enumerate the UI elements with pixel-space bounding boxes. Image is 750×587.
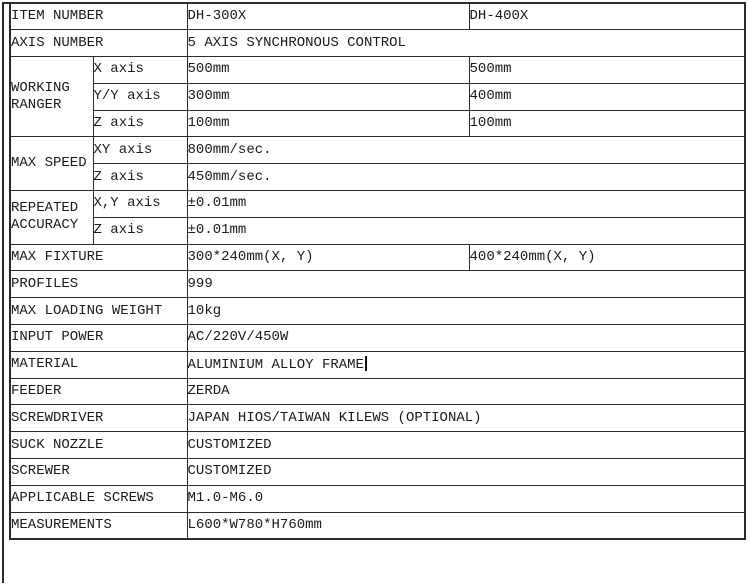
row-working-range-y: Y/Y axis 300mm 400mm (10, 82, 746, 111)
row-working-range-x: WORKING RANGER X axis 500mm 500mm (9, 56, 746, 138)
axis-number-value: 5 AXIS SYNCHRONOUS CONTROL (186, 29, 746, 58)
row-applicable-screws: APPLICABLE SCREWS M1.0-M6.0 (9, 484, 746, 513)
max-speed-xy-axis: XY axis (92, 136, 188, 165)
repeated-accuracy-z-axis: Z axis (92, 216, 188, 245)
profiles-label: PROFILES (9, 270, 188, 299)
row-screwer: SCREWER CUSTOMIZED (9, 458, 746, 486)
row-suck-nozzle: SUCK NOZZLE CUSTOMIZED (9, 431, 746, 460)
row-material: MATERIAL ALUMINIUM ALLOY FRAME (9, 350, 746, 379)
item-number-label: ITEM NUMBER (9, 2, 188, 31)
material-label: MATERIAL (9, 350, 188, 379)
applicable-screws-value: M1.0-M6.0 (186, 484, 746, 513)
item-number-model-b: DH-400X (468, 2, 746, 31)
max-speed-z-axis: Z axis (92, 163, 188, 192)
screwer-label: SCREWER (9, 458, 188, 486)
row-max-speed-xy: MAX SPEED XY axis 800mm/sec. (9, 136, 746, 192)
max-fixture-a: 300*240mm(X, Y) (186, 243, 470, 272)
measurements-value: L600*W780*H760mm (186, 511, 746, 540)
working-range-y-b: 400mm (468, 82, 746, 111)
working-range-x-axis: X axis (92, 56, 188, 84)
working-range-y-axis: Y/Y axis (92, 82, 188, 111)
working-range-z-b: 100mm (468, 109, 746, 138)
repeated-accuracy-label: REPEATED ACCURACY (9, 190, 94, 245)
working-range-label: WORKING RANGER (9, 56, 94, 138)
row-max-speed-z: Z axis 450mm/sec. (10, 163, 746, 192)
screwer-value: CUSTOMIZED (186, 458, 746, 486)
max-fixture-label: MAX FIXTURE (9, 243, 188, 272)
repeated-accuracy-xy-axis: X,Y axis (92, 190, 188, 218)
working-range-z-axis: Z axis (92, 109, 188, 138)
row-axis-number: AXIS NUMBER 5 AXIS SYNCHRONOUS CONTROL (9, 29, 746, 58)
max-fixture-b: 400*240mm(X, Y) (468, 243, 746, 272)
machine-spec-table: ITEM NUMBER DH-300X DH-400X AXIS NUMBER … (9, 2, 747, 540)
screwdriver-label: SCREWDRIVER (9, 404, 188, 433)
row-max-fixture: MAX FIXTURE 300*240mm(X, Y) 400*240mm(X,… (9, 243, 746, 272)
row-profiles: PROFILES 999 (9, 270, 746, 299)
max-loading-weight-value: 10kg (186, 297, 746, 326)
working-range-x-b: 500mm (468, 56, 746, 84)
max-speed-xy-value: 800mm/sec. (186, 136, 746, 165)
repeated-accuracy-z-value: ±0.01mm (186, 216, 746, 245)
text-cursor (364, 355, 367, 371)
working-range-y-a: 300mm (186, 82, 470, 111)
row-repeated-accuracy-xy: REPEATED ACCURACY X,Y axis ±0.01mm (9, 190, 746, 245)
repeated-accuracy-xy-value: ±0.01mm (186, 190, 746, 218)
row-measurements: MEASUREMENTS L600*W780*H760mm (9, 511, 746, 540)
row-repeated-accuracy-z: Z axis ±0.01mm (10, 216, 746, 245)
row-screwdriver: SCREWDRIVER JAPAN HIOS/TAIWAN KILEWS (OP… (9, 404, 746, 433)
applicable-screws-label: APPLICABLE SCREWS (9, 484, 188, 513)
material-value: ALUMINIUM ALLOY FRAME (187, 356, 364, 373)
input-power-value: AC/220V/450W (186, 324, 746, 352)
input-power-label: INPUT POWER (9, 324, 188, 352)
max-speed-z-value: 450mm/sec. (186, 163, 746, 192)
feeder-label: FEEDER (9, 377, 188, 406)
profiles-value: 999 (186, 270, 746, 299)
screwdriver-value: JAPAN HIOS/TAIWAN KILEWS (OPTIONAL) (186, 404, 746, 433)
max-speed-label: MAX SPEED (9, 136, 94, 192)
row-item-number: ITEM NUMBER DH-300X DH-400X (9, 2, 746, 31)
row-max-loading-weight: MAX LOADING WEIGHT 10kg (9, 297, 746, 326)
row-working-range-z: Z axis 100mm 100mm (10, 109, 746, 138)
suck-nozzle-label: SUCK NOZZLE (9, 431, 188, 460)
max-loading-weight-label: MAX LOADING WEIGHT (9, 297, 188, 326)
working-range-x-a: 500mm (186, 56, 470, 84)
material-value-cell[interactable]: ALUMINIUM ALLOY FRAME (186, 350, 746, 379)
table-outer-left-border (2, 2, 4, 583)
axis-number-label: AXIS NUMBER (9, 29, 188, 58)
row-input-power: INPUT POWER AC/220V/450W (9, 324, 746, 352)
suck-nozzle-value: CUSTOMIZED (186, 431, 746, 460)
feeder-value: ZERDA (186, 377, 746, 406)
row-feeder: FEEDER ZERDA (9, 377, 746, 406)
measurements-label: MEASUREMENTS (9, 511, 188, 540)
item-number-model-a: DH-300X (186, 2, 470, 31)
working-range-z-a: 100mm (186, 109, 470, 138)
